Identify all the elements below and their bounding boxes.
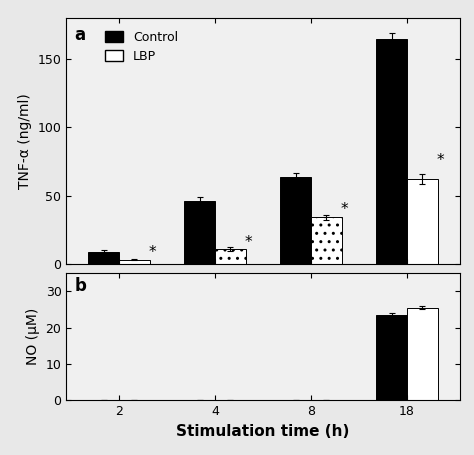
Bar — [407, 308, 438, 400]
Bar — [280, 177, 311, 264]
Text: *: * — [149, 246, 156, 260]
X-axis label: Stimulation time (h): Stimulation time (h) — [176, 424, 350, 439]
Bar — [407, 179, 438, 264]
Bar — [184, 201, 215, 264]
Text: *: * — [341, 202, 348, 217]
Bar — [215, 249, 246, 264]
Text: *: * — [437, 153, 445, 167]
Text: b: b — [74, 277, 86, 295]
Text: *: * — [245, 235, 253, 249]
Bar — [311, 217, 342, 264]
Bar — [376, 315, 407, 400]
Y-axis label: TNF-α (ng/ml): TNF-α (ng/ml) — [18, 93, 32, 189]
Bar — [119, 260, 150, 264]
Legend: Control, LBP: Control, LBP — [100, 25, 183, 68]
Bar — [89, 252, 119, 264]
Bar — [376, 39, 407, 264]
Y-axis label: NO (μM): NO (μM) — [26, 308, 40, 365]
Text: a: a — [74, 25, 85, 44]
